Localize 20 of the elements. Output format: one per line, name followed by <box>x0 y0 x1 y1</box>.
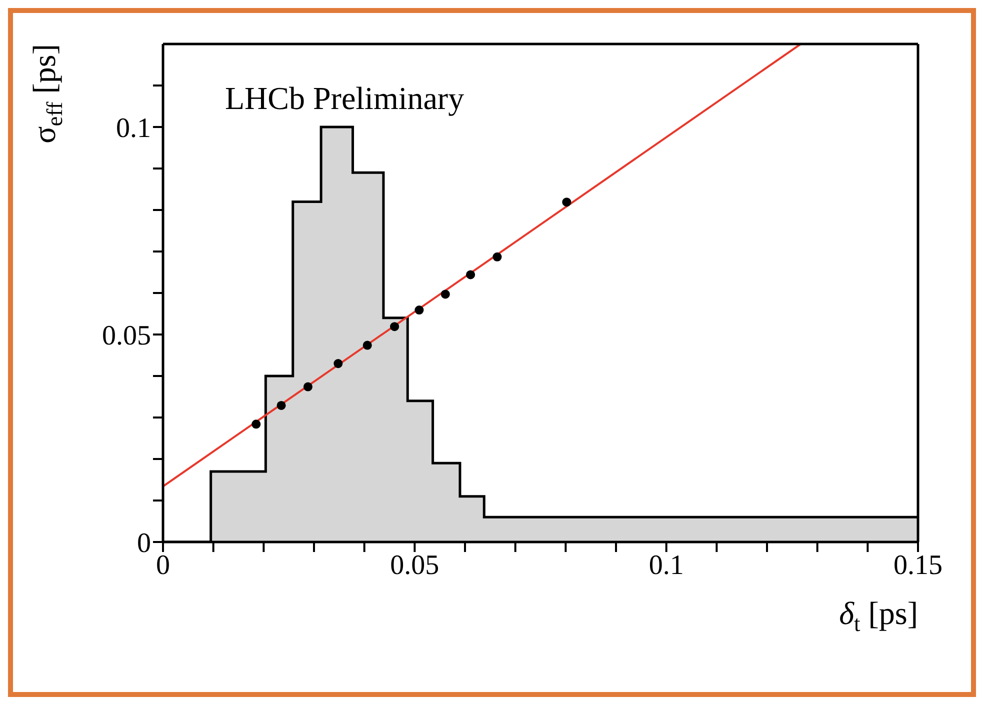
point <box>362 340 372 350</box>
point <box>334 359 343 368</box>
point <box>492 252 502 262</box>
point <box>414 306 424 315</box>
annotation: LHCb Preliminary <box>225 80 464 116</box>
y-tick-label: 0.05 <box>102 320 151 352</box>
point <box>390 322 400 332</box>
x-tick-label: 0.1 <box>648 550 684 581</box>
point <box>440 290 450 299</box>
point <box>303 382 312 392</box>
point <box>252 420 261 429</box>
point <box>466 270 476 280</box>
x-tick-label: 0.15 <box>894 550 942 581</box>
x-axis-title: δ$_{t}$ [ps] <box>839 595 918 636</box>
x-tick-label: 0 <box>156 550 170 581</box>
y-tick-label: 0 <box>137 528 151 559</box>
x-tick-label: 0.05 <box>390 550 440 581</box>
point <box>276 400 286 410</box>
point <box>562 198 572 207</box>
y-tick-label: 0.1 <box>116 112 151 144</box>
